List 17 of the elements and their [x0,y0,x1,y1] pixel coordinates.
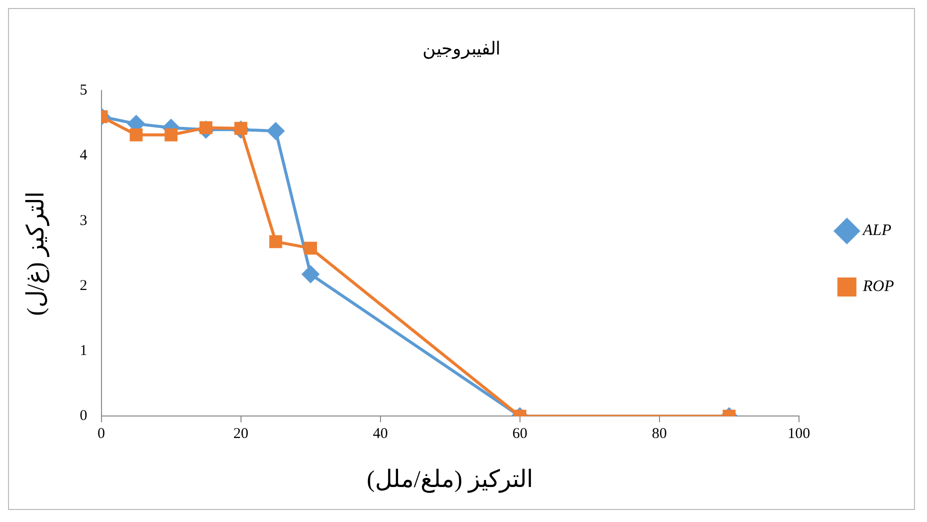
y-tick-label: 2 [80,278,88,294]
legend-label: ALP [862,222,892,240]
x-tick-label: 0 [98,426,106,442]
x-axis-title: التركيز (ملغ/ملل) [366,466,534,493]
y-axis-title: التركيز (غ/ل) [24,191,50,316]
y-tick-label: 5 [80,82,88,99]
y-tick-label: 3 [80,212,88,229]
x-tick-label: 20 [233,426,248,442]
x-tick-label: 40 [372,426,388,442]
y-tick-label: 0 [80,408,88,424]
y-tick-label: 4 [80,148,88,164]
x-tick-label: 60 [512,426,528,442]
x-tick-label: 80 [652,426,667,442]
legend-label: ROP [862,278,894,296]
x-tick-label: 100 [788,426,810,442]
y-tick-label: 1 [80,343,88,360]
chart-title: الفيبروجين [422,38,500,60]
